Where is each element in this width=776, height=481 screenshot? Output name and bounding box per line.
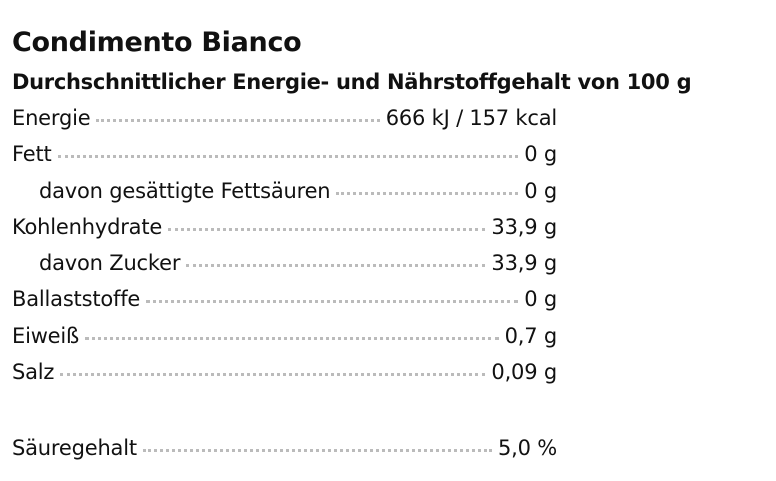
row: davon Zucker 33,9 g (12, 251, 557, 287)
label: Säuregehalt (12, 436, 137, 461)
row: Eiweiß 0,7 g (12, 324, 557, 360)
row: Fett 0 g (12, 142, 557, 178)
value: 666 kJ / 157 kcal (385, 106, 558, 130)
leader (186, 264, 486, 268)
leader (336, 191, 519, 195)
label: Salz (12, 360, 55, 385)
row: Energie 666 kJ / 157 kcal (12, 106, 557, 142)
value: 0 g (524, 142, 557, 167)
nutrition-table: Energie 666 kJ / 157 kcal Fett 0 g davon g… (12, 106, 691, 473)
value: 5,0 % (497, 436, 557, 461)
value: 33,9 g (491, 251, 557, 276)
leader (146, 300, 519, 304)
label: Ballaststoffe (12, 287, 141, 312)
row: Säuregehalt 5,0 % (12, 436, 557, 472)
leader (60, 373, 486, 377)
leader (142, 449, 492, 453)
value: 33,9 g (491, 214, 557, 239)
subtitle: Durchschnittlicher Energie- und Nährstof… (12, 70, 692, 94)
label: Energie (12, 106, 91, 130)
label: Kohlenhydrate (12, 214, 163, 239)
label: Eiweiß (12, 323, 80, 348)
value: 0 g (524, 287, 557, 312)
label: davon gesättigte Fettsäuren (39, 178, 331, 203)
value: 0,7 g (504, 323, 558, 348)
spacer (12, 396, 691, 436)
leader (57, 155, 519, 159)
leader (85, 336, 499, 340)
nutrition-facts: Condimento Bianco Durchschnittlicher Ene… (12, 24, 692, 473)
row: Salz 0,09 g (12, 360, 557, 396)
title: Condimento Bianco (12, 27, 302, 58)
label: Fett (12, 142, 52, 167)
row: Ballaststoffe 0 g (12, 287, 557, 323)
row: Kohlenhydrate 33,9 g (12, 215, 557, 251)
label: davon Zucker (39, 251, 181, 276)
value: 0 g (524, 178, 557, 203)
row: davon gesättigte Fettsäuren 0 g (12, 179, 557, 215)
value: 0,09 g (491, 360, 557, 385)
leader (168, 227, 486, 231)
leader (96, 119, 380, 122)
